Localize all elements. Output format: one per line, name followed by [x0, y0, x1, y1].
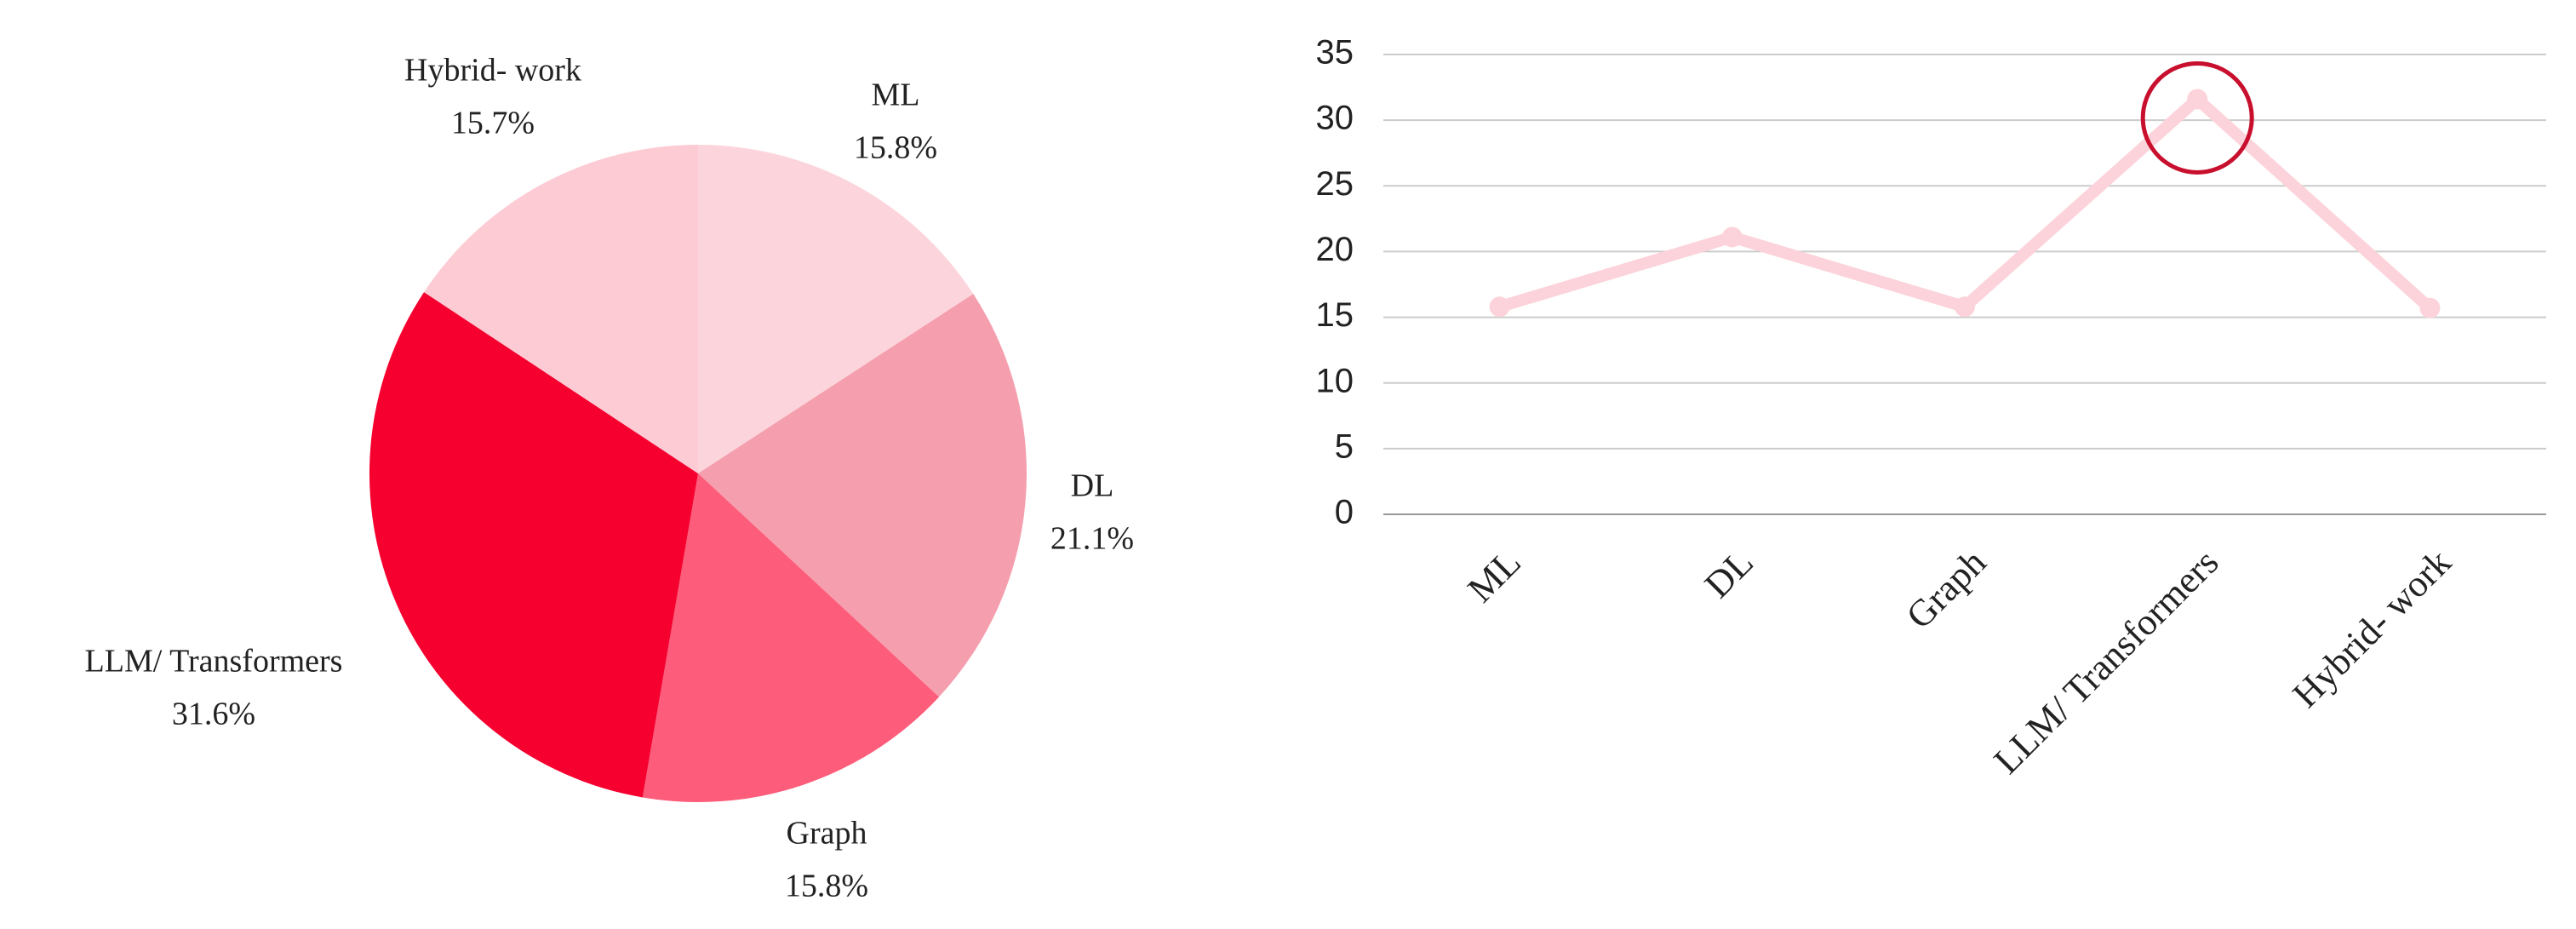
- y-tick-label: 0: [1335, 494, 1354, 531]
- y-tick-label: 15: [1316, 296, 1354, 334]
- y-tick-label: 30: [1316, 100, 1354, 137]
- slice-label: Hybrid- work: [404, 53, 581, 89]
- y-tick-label: 25: [1316, 165, 1354, 203]
- line-marker: [1955, 296, 1975, 318]
- pie-slice: [698, 145, 974, 473]
- pie-slice: [698, 294, 1027, 697]
- line-marker: [2419, 297, 2441, 318]
- pie-slice: [642, 473, 940, 802]
- x-tick-label: DL: [1697, 542, 1761, 606]
- line-marker: [1721, 227, 1743, 248]
- slice-label: LLM/ Transformers: [85, 644, 343, 680]
- slice-value-label: 21.1%: [1050, 521, 1134, 557]
- x-tick-label: Hybrid- work: [2285, 542, 2459, 716]
- x-tick-label: ML: [1459, 542, 1528, 611]
- y-tick-label: 35: [1316, 34, 1354, 72]
- highlight-circle: [2140, 60, 2254, 175]
- line-marker: [2187, 89, 2208, 110]
- x-tick-label: Graph: [1898, 542, 1994, 637]
- slice-value-label: 31.6%: [172, 697, 255, 732]
- line-marker: [1489, 296, 1510, 318]
- slice-label: Graph: [787, 816, 867, 852]
- pie-slice: [424, 145, 698, 473]
- slice-label: ML: [872, 77, 920, 113]
- line: [1497, 91, 2435, 314]
- y-tick-label: 20: [1316, 231, 1354, 268]
- slice-label: DL: [1071, 468, 1114, 504]
- y-tick-label: 10: [1316, 362, 1354, 399]
- slice-value-label: 15.8%: [785, 869, 868, 904]
- slice-value-label: 15.8%: [854, 130, 937, 166]
- y-tick-label: 5: [1335, 427, 1354, 465]
- x-tick-label: LLM/ Transformers: [1986, 542, 2227, 783]
- pie-slice: [369, 292, 698, 798]
- slice-value-label: 15.7%: [451, 106, 535, 141]
